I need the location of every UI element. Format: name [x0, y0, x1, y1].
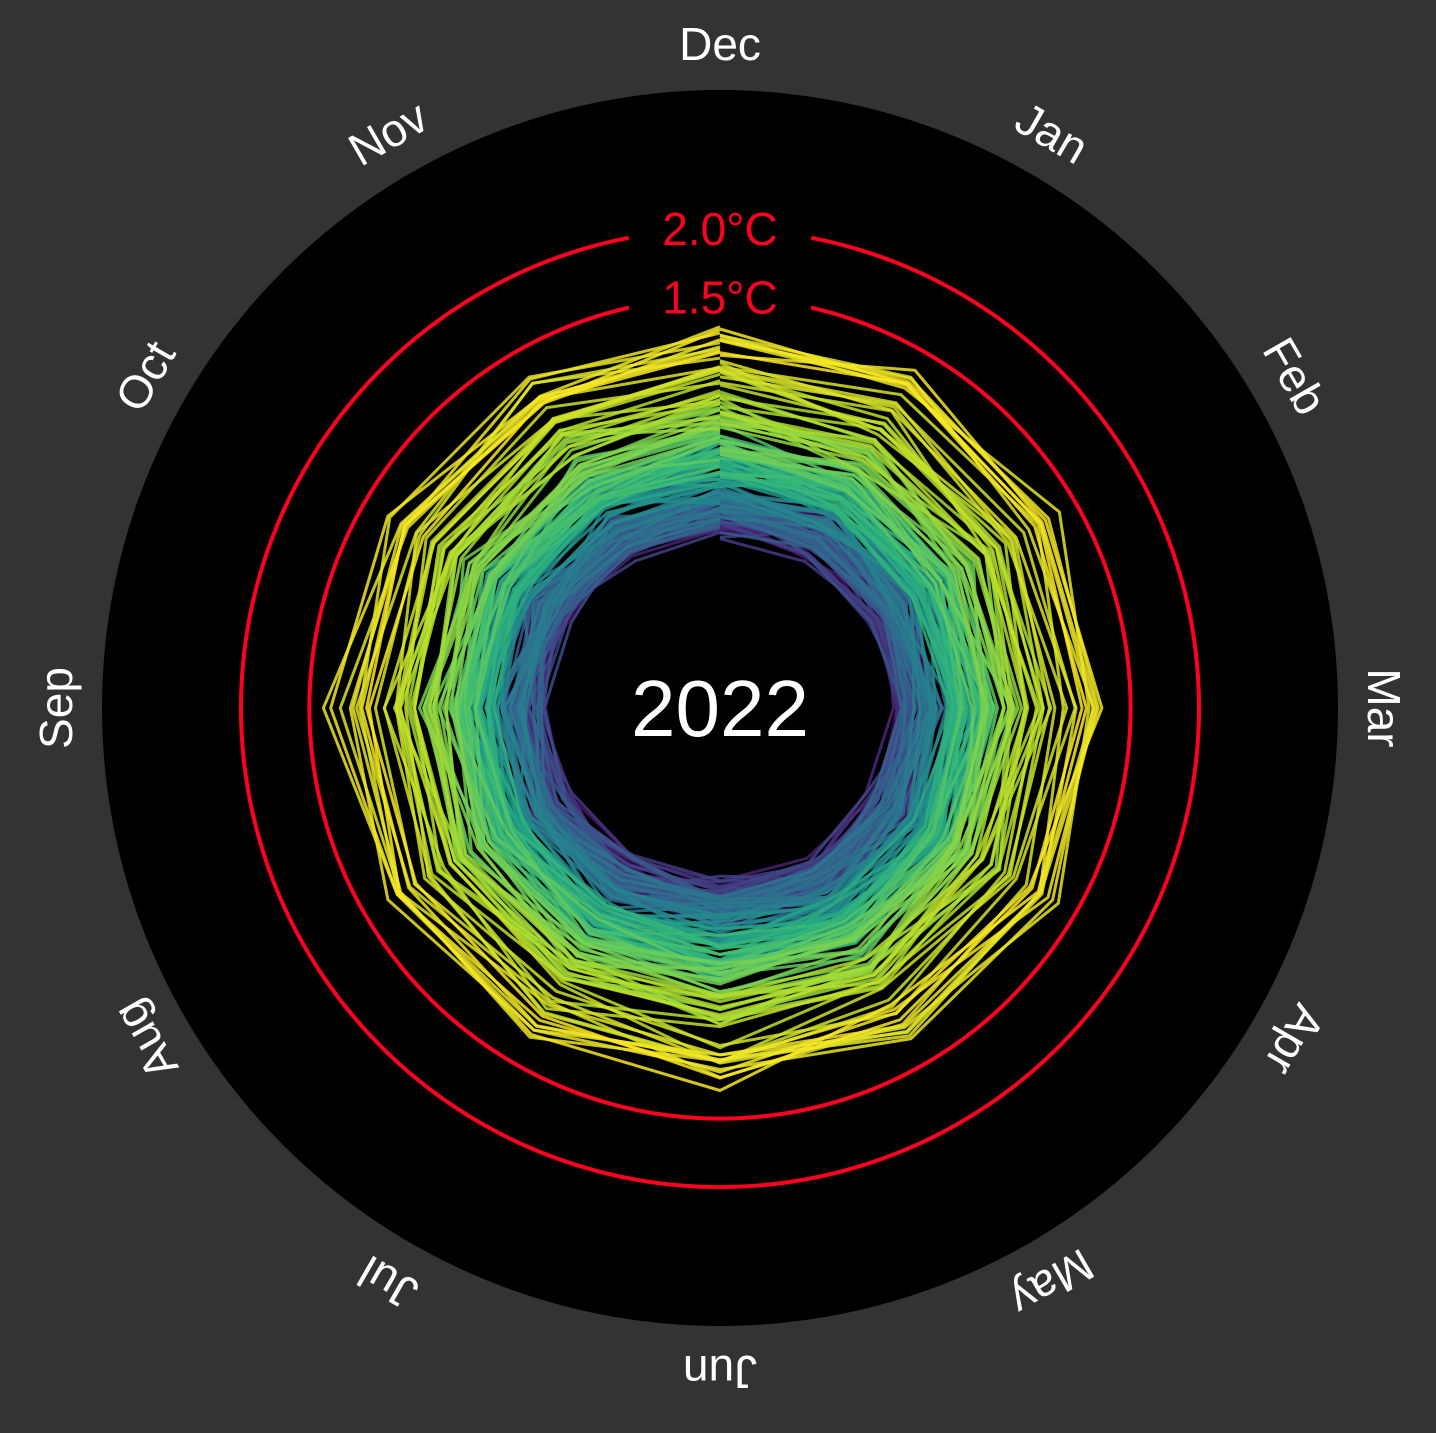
year-loop-2006: [412, 361, 1045, 1050]
year-loop-1908: [513, 480, 934, 905]
month-label-nov: Nov: [340, 90, 437, 176]
month-label-jan: Jan: [1007, 92, 1097, 174]
month-label-apr: Apr: [1255, 996, 1336, 1084]
threshold-label: 2.0°C: [662, 203, 778, 255]
year-loop-1987: [453, 408, 989, 971]
plot-background: [102, 90, 1338, 1326]
month-label-oct: Oct: [105, 332, 186, 420]
year-loop-2020: [329, 338, 1104, 1074]
month-label-mar: Mar: [1358, 668, 1410, 747]
threshold-ring-1.5°C: [307, 305, 1133, 1121]
threshold-label: 1.5°C: [662, 271, 778, 323]
month-label-feb: Feb: [1253, 329, 1338, 424]
year-loop-2007: [382, 368, 1045, 1029]
month-label-may: May: [1001, 1239, 1102, 1327]
threshold-ring-2.0°C: [238, 235, 1202, 1189]
year-loop-2021: [367, 327, 1088, 1093]
year-loop-2013: [373, 356, 1065, 1065]
month-label-aug: Aug: [102, 992, 188, 1089]
threshold-rings: 2.0°C 1.5°C: [238, 203, 1202, 1189]
month-label-jun: Jun: [683, 1346, 757, 1398]
month-label-jul: Jul: [350, 1246, 427, 1320]
year-loop-2003: [398, 393, 1041, 1009]
year-loop-1962: [461, 471, 962, 962]
year-loop-2004: [413, 370, 1027, 1022]
year-loop-2022: [365, 328, 1084, 1080]
year-loop-2005: [395, 369, 1028, 1017]
year-loop-1998: [428, 410, 1015, 1020]
month-label-sep: Sep: [30, 667, 82, 749]
year-loop-1985: [441, 418, 990, 986]
year-loops: [321, 325, 1104, 1093]
year-loop-1982: [430, 428, 1014, 983]
year-label: 2022: [631, 664, 809, 753]
year-loop-1997: [406, 414, 1013, 1011]
month-label-dec: Dec: [679, 18, 761, 70]
